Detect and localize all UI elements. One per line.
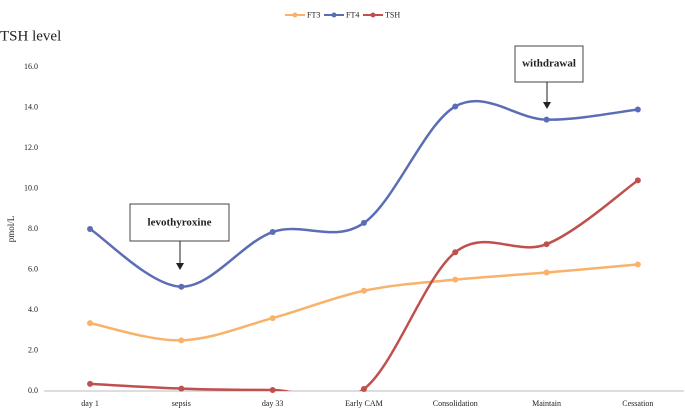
annotation-text: withdrawal xyxy=(522,58,576,70)
y-tick-label: 2.0 xyxy=(28,345,38,354)
data-point xyxy=(87,226,94,232)
plot-area xyxy=(89,100,639,391)
data-point xyxy=(452,103,459,110)
annotation: levothyroxine xyxy=(129,203,230,270)
data-point xyxy=(543,116,550,123)
data-point xyxy=(360,385,367,392)
data-point xyxy=(452,249,459,256)
y-tick-label: 6.0 xyxy=(28,264,38,273)
y-tick-label: 14.0 xyxy=(24,102,38,111)
data-point xyxy=(178,283,185,290)
x-tick-label: Early CAM xyxy=(345,399,383,408)
legend-label: FT3 xyxy=(307,10,320,19)
legend-marker xyxy=(370,12,376,18)
annotation-box xyxy=(514,45,584,83)
series-line xyxy=(89,100,638,288)
annotation-text: levothyroxine xyxy=(148,217,212,229)
data-point xyxy=(178,385,185,392)
data-point xyxy=(269,386,276,393)
y-tick-label: 12.0 xyxy=(24,143,38,152)
x-tick-label: Maintain xyxy=(532,399,561,408)
legend-label: FT4 xyxy=(346,10,359,19)
data-point xyxy=(634,177,641,184)
data-point xyxy=(543,269,550,276)
annotation: withdrawal xyxy=(514,45,584,109)
legend-marker xyxy=(331,12,337,18)
y-tick-label: 8.0 xyxy=(28,224,38,233)
annotation-arrowhead xyxy=(176,263,184,270)
y-axis-label: pmol/L xyxy=(6,216,16,243)
legend-item: TSH xyxy=(363,10,400,19)
legend-label: TSH xyxy=(385,10,400,19)
data-point xyxy=(269,229,276,236)
data-point xyxy=(360,219,367,226)
y-tick-label: 10.0 xyxy=(24,183,38,192)
data-point xyxy=(634,106,641,113)
data-point xyxy=(452,276,459,283)
x-tick-label: day 33 xyxy=(262,399,284,408)
data-point xyxy=(543,241,550,248)
legend-item: FT4 xyxy=(324,10,359,19)
data-point xyxy=(269,315,276,322)
y-tick-label: 0.0 xyxy=(28,386,38,395)
x-tick-label: day 1 xyxy=(81,399,99,408)
legend-marker xyxy=(292,12,298,18)
series-line xyxy=(89,263,638,342)
data-point xyxy=(360,287,367,294)
legend-item: FT3 xyxy=(285,10,320,19)
x-tick-label: Consolidation xyxy=(433,399,478,408)
x-tick-label: sepsis xyxy=(172,399,191,408)
chart-title: TSH level xyxy=(0,28,61,44)
x-tick-label: Cessation xyxy=(622,399,653,408)
y-tick-label: 4.0 xyxy=(28,305,38,314)
data-point xyxy=(178,337,185,344)
y-tick-label: 16.0 xyxy=(24,62,38,71)
data-point xyxy=(634,261,641,268)
data-point xyxy=(87,320,94,327)
data-point xyxy=(87,380,94,387)
annotation-arrowhead xyxy=(543,102,551,109)
